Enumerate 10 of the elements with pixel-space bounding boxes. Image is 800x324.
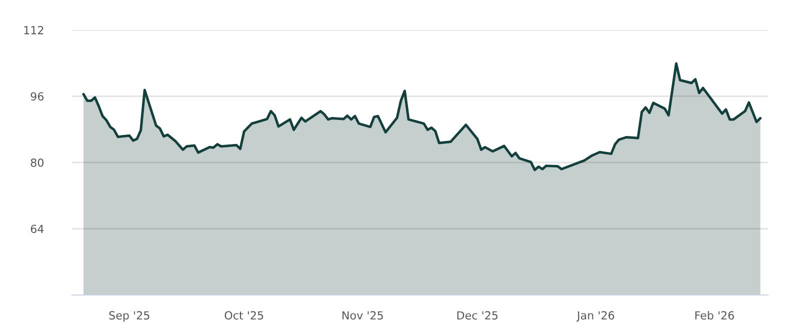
x-tick-label: Feb '26 (695, 310, 734, 320)
y-tick-label: 80 (30, 158, 44, 167)
x-tick-label: Jan '26 (576, 311, 614, 322)
x-tick-label: Oct '25 (224, 311, 264, 320)
y-tick-label: 96 (30, 92, 44, 101)
x-tick-label: Dec '25 (457, 311, 498, 320)
x-tick-label: Sep '25 (109, 311, 150, 322)
x-tick-label: Nov '25 (342, 311, 383, 320)
y-tick-label: 112 (24, 26, 44, 34)
y-tick-label: 64 (30, 224, 44, 234)
